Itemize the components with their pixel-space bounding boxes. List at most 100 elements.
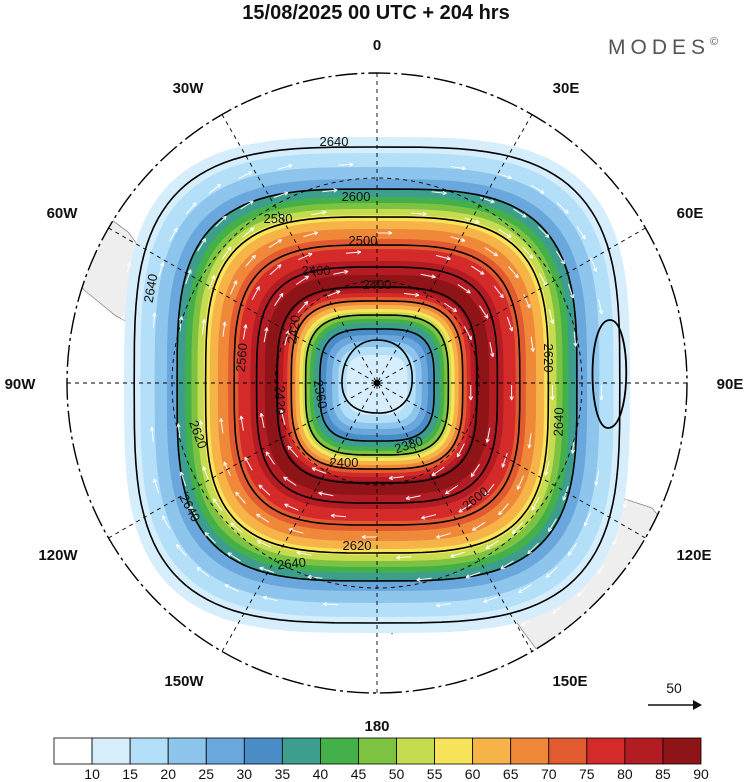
wind-vector xyxy=(243,102,254,107)
wind-vector xyxy=(235,491,246,504)
wind-vector-head xyxy=(307,253,313,258)
wind-vector xyxy=(224,584,239,592)
height-contour-ring xyxy=(233,244,521,526)
wind-vector xyxy=(396,556,412,559)
wind-vector xyxy=(501,452,508,468)
height-contour-ring xyxy=(304,314,450,456)
wind-vector xyxy=(192,156,202,164)
wind-vector-head xyxy=(264,327,269,332)
wind-vector xyxy=(185,269,192,285)
colorbar-swatch xyxy=(662,737,702,765)
wind-vector-head xyxy=(421,515,426,520)
wind-vector xyxy=(464,217,480,224)
wind-vector-head xyxy=(446,256,451,261)
wind-vector-head xyxy=(259,566,264,571)
wind-vector-head xyxy=(152,312,157,317)
wind-vector xyxy=(456,443,465,458)
wind-vector xyxy=(316,134,327,137)
wind-vector xyxy=(240,200,254,210)
height-contour-ring xyxy=(204,216,550,554)
wind-vector xyxy=(135,225,142,235)
wind-vector-head xyxy=(560,259,565,265)
height-contour-ring xyxy=(319,328,435,442)
colorbar-tick-label: 65 xyxy=(503,766,519,782)
contour-label-2640-right: 2640 xyxy=(551,407,567,436)
wind-vector xyxy=(284,503,299,511)
colorbar-tick-label: 15 xyxy=(122,766,138,782)
wind-vector-head xyxy=(189,505,194,511)
wind-vector xyxy=(471,265,485,275)
wind-vector xyxy=(144,556,151,566)
wind-vector-head xyxy=(192,202,197,207)
wind-vector-head xyxy=(195,650,201,655)
wind-vector-head xyxy=(535,110,541,115)
wind-vector-head xyxy=(197,156,202,161)
wind-vector-head xyxy=(484,314,489,319)
wind-vector-head xyxy=(149,426,155,432)
colorbar-swatch xyxy=(396,737,435,765)
wind-vector-head xyxy=(461,166,467,171)
wind-vector-head xyxy=(507,175,512,180)
contour-label-2580: 2580 xyxy=(264,211,293,226)
wind-vector-head xyxy=(452,307,458,312)
wind-vector-head xyxy=(349,162,354,167)
wind-vector xyxy=(230,522,243,533)
wind-vector-head xyxy=(529,254,534,259)
wind-vector xyxy=(161,515,171,530)
wind-vector xyxy=(506,316,513,332)
wind-vector-head xyxy=(556,650,561,655)
wind-vector-head xyxy=(492,102,497,107)
height-contour-ring xyxy=(276,286,478,484)
wind-vector-head xyxy=(516,485,521,490)
colorbar-tick-label: 35 xyxy=(275,766,291,782)
wind-vector-head xyxy=(153,478,158,483)
wind-vector xyxy=(436,603,451,607)
wind-vector-head xyxy=(161,515,166,520)
wind-vector xyxy=(140,617,149,626)
contour-label-2560: 2560 xyxy=(233,343,250,373)
height-contour-ring xyxy=(176,188,578,582)
wind-vector xyxy=(295,99,306,102)
wind-vector-head xyxy=(425,98,430,103)
wind-vector-head xyxy=(178,122,183,127)
wind-vector-head xyxy=(565,164,570,169)
colorbar-tick-label: 45 xyxy=(351,766,367,782)
wind-vector-head xyxy=(609,618,614,623)
wind-vector xyxy=(147,138,157,146)
colorbar-swatch xyxy=(205,737,245,765)
wind-vector-head xyxy=(471,526,477,531)
wind-vector xyxy=(405,495,421,500)
wind-vector-head xyxy=(99,215,104,221)
wind-vector xyxy=(626,271,630,282)
copyright-mark: © xyxy=(710,36,718,48)
wind-vector xyxy=(270,215,285,224)
wind-vector-head xyxy=(119,434,125,439)
wind-vector-head xyxy=(500,565,505,570)
wind-vector-head xyxy=(303,301,309,306)
wind-vector-head xyxy=(256,540,262,545)
wind-vector xyxy=(497,172,512,179)
wind-vector xyxy=(508,266,519,279)
wind-vector xyxy=(223,144,233,150)
wind-vector xyxy=(556,648,566,655)
wind-vector xyxy=(556,202,569,214)
wind-vector xyxy=(127,158,135,167)
wind-vector-head xyxy=(545,573,551,578)
wind-vector xyxy=(262,596,278,602)
wind-vector xyxy=(222,321,226,337)
wind-vector-head xyxy=(550,396,555,401)
wind-vector xyxy=(527,542,539,555)
wind-vector xyxy=(530,109,541,114)
wind-vector-head xyxy=(644,566,649,572)
wind-vector xyxy=(345,251,361,254)
wind-vector-head xyxy=(201,238,206,243)
lon-label-120w: 120W xyxy=(38,547,78,564)
wind-vector xyxy=(204,532,216,544)
colorbar-tick-labels: 10 15 20 25 30 35 40 45 50 55 60 65 70 75 80 85 90 xyxy=(84,766,709,782)
contour-label-2460: 2460 xyxy=(302,263,331,278)
wind-vector xyxy=(465,572,481,578)
wind-vector xyxy=(229,280,238,295)
wind-vector xyxy=(552,606,562,614)
colorbar-tick-label: 60 xyxy=(465,766,481,782)
wind-vector xyxy=(153,478,160,494)
